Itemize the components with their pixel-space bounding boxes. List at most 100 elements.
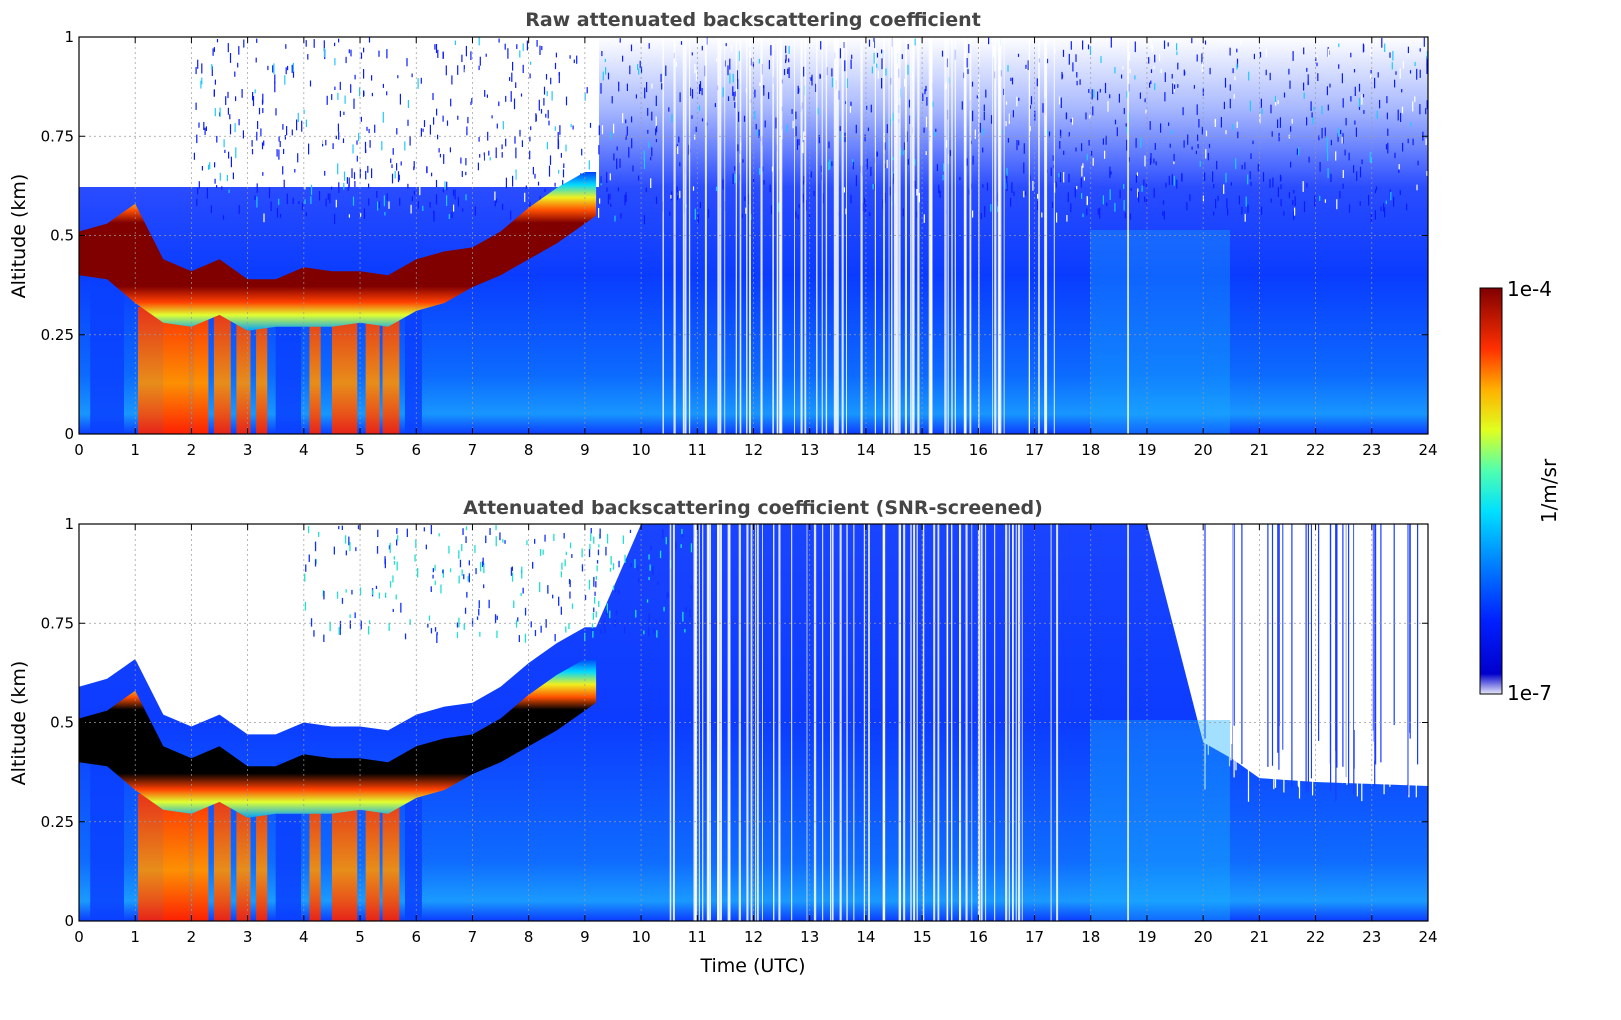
noise-speck bbox=[1195, 150, 1197, 155]
data-gap bbox=[1021, 524, 1023, 921]
noise-speck bbox=[345, 550, 347, 556]
noise-speck bbox=[792, 120, 794, 129]
noise-speck bbox=[1316, 62, 1318, 67]
noise-speck bbox=[1270, 198, 1272, 203]
cloud-layer bbox=[79, 172, 597, 331]
noise-speck bbox=[356, 155, 358, 162]
noise-speck bbox=[1231, 524, 1233, 744]
data-gap bbox=[945, 37, 947, 434]
data-gap bbox=[718, 524, 720, 921]
noise-speck bbox=[232, 172, 234, 180]
noise-speck bbox=[1183, 140, 1185, 148]
noise-speck bbox=[1024, 191, 1027, 196]
noise-speck bbox=[974, 129, 976, 139]
noise-speck bbox=[277, 45, 279, 54]
x-tick-label: 21 bbox=[1250, 928, 1269, 946]
noise-speck bbox=[388, 545, 391, 550]
noise-speck bbox=[1151, 44, 1153, 52]
noise-speck bbox=[1426, 63, 1428, 74]
noise-speck bbox=[368, 626, 370, 635]
noise-speck bbox=[1355, 127, 1357, 137]
noise-speck bbox=[1080, 177, 1082, 188]
noise-speck bbox=[1295, 524, 1297, 756]
noise-speck bbox=[488, 599, 490, 609]
data-gap bbox=[913, 524, 915, 921]
noise-speck bbox=[890, 118, 892, 126]
noise-speck bbox=[1118, 93, 1120, 103]
noise-speck bbox=[513, 98, 516, 110]
noise-speck bbox=[411, 73, 413, 78]
noise-speck bbox=[538, 99, 540, 111]
noise-speck bbox=[526, 40, 528, 51]
noise-speck bbox=[592, 631, 594, 638]
noise-speck bbox=[1247, 524, 1250, 802]
noise-speck bbox=[545, 74, 548, 80]
noise-speck bbox=[219, 107, 221, 117]
noise-speck bbox=[318, 532, 320, 537]
noise-speck bbox=[695, 70, 697, 81]
noise-speck bbox=[736, 70, 738, 82]
noise-speck bbox=[1201, 62, 1203, 72]
data-gap bbox=[832, 524, 834, 921]
data-gap bbox=[836, 37, 839, 434]
noise-speck bbox=[1240, 524, 1242, 749]
noise-speck bbox=[647, 129, 649, 134]
noise-speck bbox=[393, 556, 395, 560]
noise-speck bbox=[593, 536, 595, 544]
x-tick-label: 17 bbox=[1025, 928, 1044, 946]
noise-speck bbox=[262, 93, 264, 104]
noise-speck bbox=[354, 181, 356, 187]
noise-speck bbox=[514, 172, 516, 181]
noise-speck bbox=[254, 195, 256, 201]
noise-speck bbox=[813, 190, 815, 196]
noise-speck bbox=[626, 126, 628, 136]
noise-speck bbox=[665, 536, 667, 545]
noise-speck bbox=[624, 554, 626, 563]
noise-speck bbox=[871, 66, 873, 74]
noise-speck bbox=[1229, 524, 1231, 743]
noise-speck bbox=[870, 167, 872, 177]
low-streaks bbox=[90, 762, 422, 921]
noise-speck bbox=[601, 51, 603, 57]
noise-speck bbox=[622, 535, 624, 544]
noise-speck bbox=[515, 147, 517, 159]
data-gap bbox=[791, 524, 793, 921]
noise-speck bbox=[496, 630, 498, 639]
noise-speck bbox=[902, 208, 904, 217]
noise-speck bbox=[1366, 524, 1368, 766]
noise-speck bbox=[1387, 128, 1389, 136]
noise-speck bbox=[541, 46, 543, 51]
noise-speck bbox=[754, 111, 756, 120]
noise-speck bbox=[512, 175, 514, 187]
noise-speck bbox=[304, 573, 306, 582]
noise-speck bbox=[297, 112, 299, 122]
noise-speck bbox=[1393, 196, 1395, 207]
noise-speck bbox=[544, 534, 546, 542]
noise-speck bbox=[976, 95, 978, 99]
noise-speck bbox=[1029, 105, 1031, 109]
x-tick-label: 2 bbox=[187, 441, 197, 459]
x-tick-label: 19 bbox=[1137, 928, 1156, 946]
noise-speck bbox=[305, 212, 307, 217]
noise-speck bbox=[479, 154, 481, 158]
noise-speck bbox=[434, 44, 436, 50]
colorbar-min-label: 1e-7 bbox=[1507, 681, 1552, 705]
noise-speck bbox=[353, 98, 355, 109]
data-gap bbox=[946, 524, 949, 921]
noise-speck bbox=[546, 68, 548, 73]
noise-speck bbox=[822, 193, 824, 204]
noise-speck bbox=[1288, 192, 1290, 199]
noise-speck bbox=[433, 117, 435, 125]
noise-speck bbox=[272, 65, 274, 73]
noise-speck bbox=[292, 62, 294, 72]
noise-speck bbox=[396, 561, 398, 571]
noise-speck bbox=[876, 152, 878, 157]
noise-speck bbox=[569, 542, 572, 549]
noise-speck bbox=[465, 158, 467, 166]
noise-speck bbox=[368, 198, 370, 206]
noise-speck bbox=[1150, 38, 1152, 48]
noise-speck bbox=[400, 175, 402, 180]
noise-speck bbox=[323, 40, 325, 52]
noise-speck bbox=[785, 54, 787, 62]
noise-speck bbox=[584, 632, 586, 642]
